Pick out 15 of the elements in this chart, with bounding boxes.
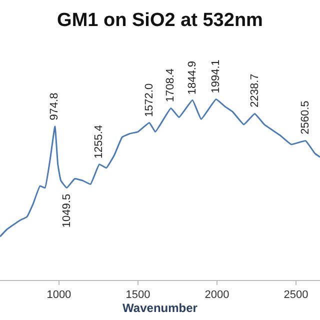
annotation: 974.8 (48, 92, 61, 120)
annotation: 2238.7 (249, 74, 261, 108)
annotation: 1049.5 (60, 194, 73, 228)
x-tick-label: 2500 (284, 289, 308, 302)
chart-title: GM1 on SiO2 at 532nm (57, 10, 263, 32)
annotation: 1994.1 (210, 60, 222, 94)
annotation: 1844.9 (186, 60, 198, 95)
x-tick-label: 1000 (46, 289, 72, 302)
x-tick-label: 1500 (126, 289, 150, 302)
x-axis-title: Wavenumber (122, 301, 198, 316)
annotation: 1708.4 (164, 68, 177, 102)
x-tick-label: 2000 (204, 289, 230, 302)
annotation: 1572.0 (144, 83, 156, 118)
annotation: 1255.4 (92, 124, 105, 159)
annotation: 2560.5 (300, 100, 312, 134)
